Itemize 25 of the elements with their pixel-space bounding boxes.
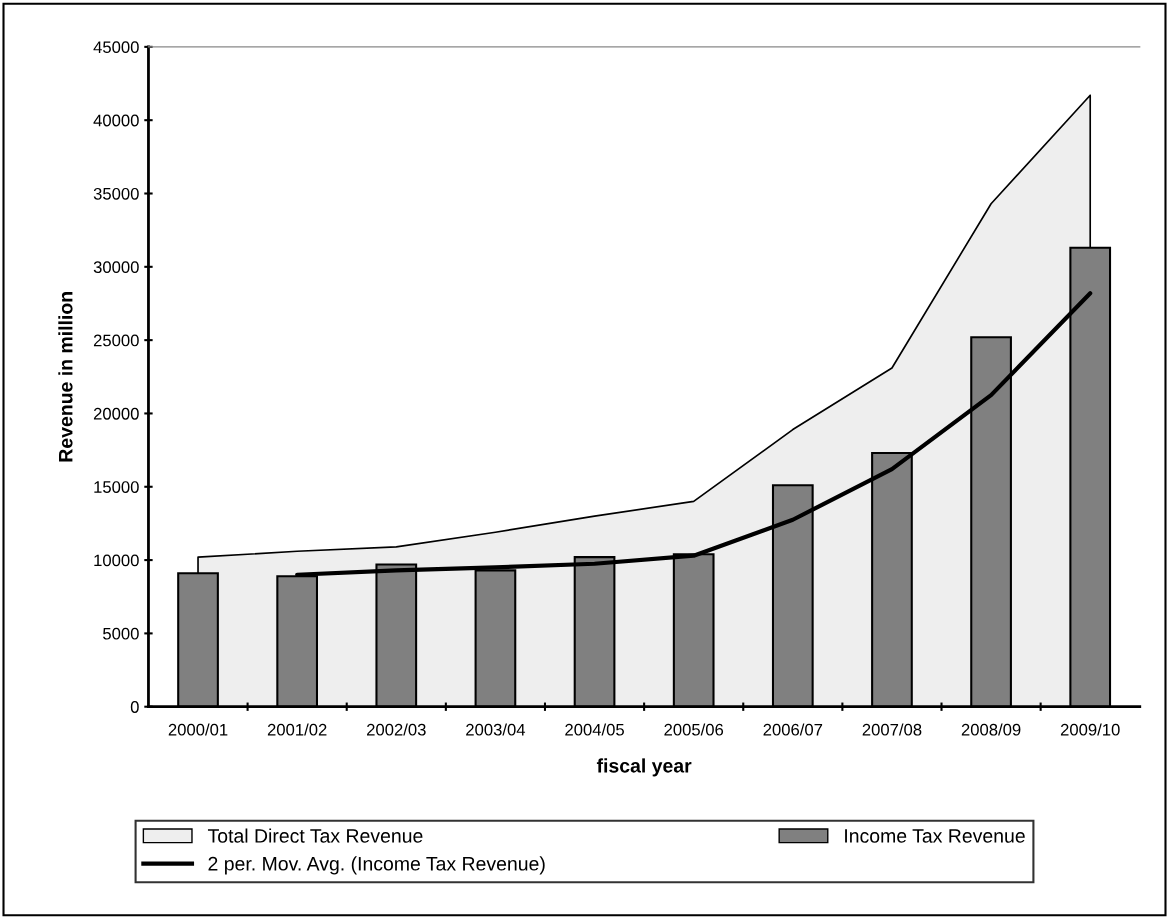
legend-label: Total Direct Tax Revenue — [207, 828, 423, 843]
x-tick-label: 2007/08 — [862, 723, 922, 736]
y-tick-label: 25000 — [93, 334, 139, 347]
x-tick-label: 2000/01 — [168, 723, 228, 736]
x-tick-label: 2002/03 — [367, 723, 426, 736]
y-tick-label: 15000 — [94, 481, 139, 493]
x-tick-label: 2003/04 — [466, 723, 526, 736]
y-tick-label: 40000 — [93, 114, 139, 127]
y-tick-label: 20000 — [93, 407, 139, 420]
x-axis-title: fiscal year — [596, 758, 692, 777]
y-tick-label: 35000 — [93, 187, 139, 200]
y-tick-label: 10000 — [94, 554, 139, 567]
y-tick-label: 30000 — [93, 261, 139, 274]
y-tick-label: 45000 — [93, 41, 139, 54]
y-tick-label: 5000 — [103, 627, 139, 640]
x-tick-label: 2004/05 — [565, 723, 624, 736]
x-tick-label: 2001/02 — [267, 723, 327, 736]
x-tick-label: 2006/07 — [763, 723, 823, 736]
x-tick-label: 2009/10 — [1060, 723, 1120, 736]
legend-label: Income Tax Revenue — [845, 829, 1025, 843]
legend-label: 2 per. Mov. Avg. (Income Tax Revenue) — [208, 856, 545, 875]
y-tick-label: 0 — [130, 701, 139, 713]
x-tick-label: 2008/09 — [961, 723, 1021, 736]
y-axis-title: Revenue in million — [58, 292, 73, 462]
x-tick-label: 2005/06 — [664, 723, 724, 736]
